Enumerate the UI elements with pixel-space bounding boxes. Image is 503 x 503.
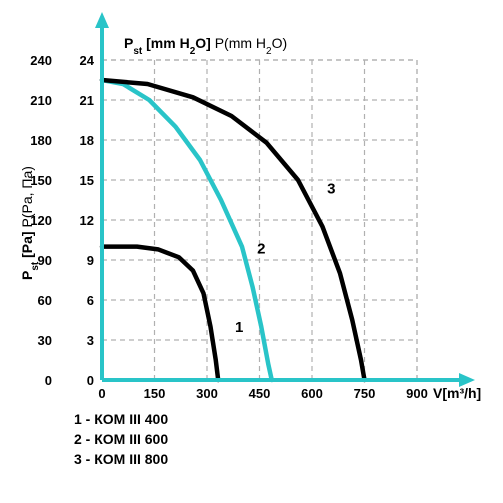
ytick-mm: 0 <box>87 373 94 388</box>
xtick: 450 <box>249 386 271 401</box>
curve-mark: 1 <box>235 319 243 336</box>
ytick-mm: 6 <box>87 293 94 308</box>
xtick: 750 <box>354 386 376 401</box>
xtick: 900 <box>406 386 428 401</box>
ytick-pa: 30 <box>38 333 52 348</box>
xtick: 0 <box>98 386 105 401</box>
ytick-mm: 24 <box>80 53 95 68</box>
ytick-pa: 0 <box>45 373 52 388</box>
ytick-pa: 210 <box>30 93 52 108</box>
legend-line: 1 - КОМ III 400 <box>74 411 168 427</box>
xtick: 600 <box>301 386 323 401</box>
legend-line: 3 - КОМ III 800 <box>74 451 168 467</box>
ytick-mm: 18 <box>80 133 94 148</box>
chart-container: 0030360690912012150151801821021240240150… <box>0 0 503 503</box>
ytick-pa: 180 <box>30 133 52 148</box>
bg <box>0 0 503 503</box>
xtick: 300 <box>196 386 218 401</box>
x-label: V[m³/h] <box>433 385 481 401</box>
ytick-mm: 3 <box>87 333 94 348</box>
curve-mark: 2 <box>257 240 265 257</box>
ytick-mm: 9 <box>87 253 94 268</box>
ytick-mm: 12 <box>80 213 94 228</box>
curve-mark: 3 <box>327 180 335 197</box>
chart-svg: 0030360690912012150151801821021240240150… <box>0 0 503 503</box>
ytick-mm: 21 <box>80 93 94 108</box>
ytick-pa: 60 <box>38 293 52 308</box>
ytick-pa: 240 <box>30 53 52 68</box>
ytick-mm: 15 <box>80 173 94 188</box>
xtick: 150 <box>144 386 166 401</box>
legend-line: 2 - КОМ III 600 <box>74 431 168 447</box>
